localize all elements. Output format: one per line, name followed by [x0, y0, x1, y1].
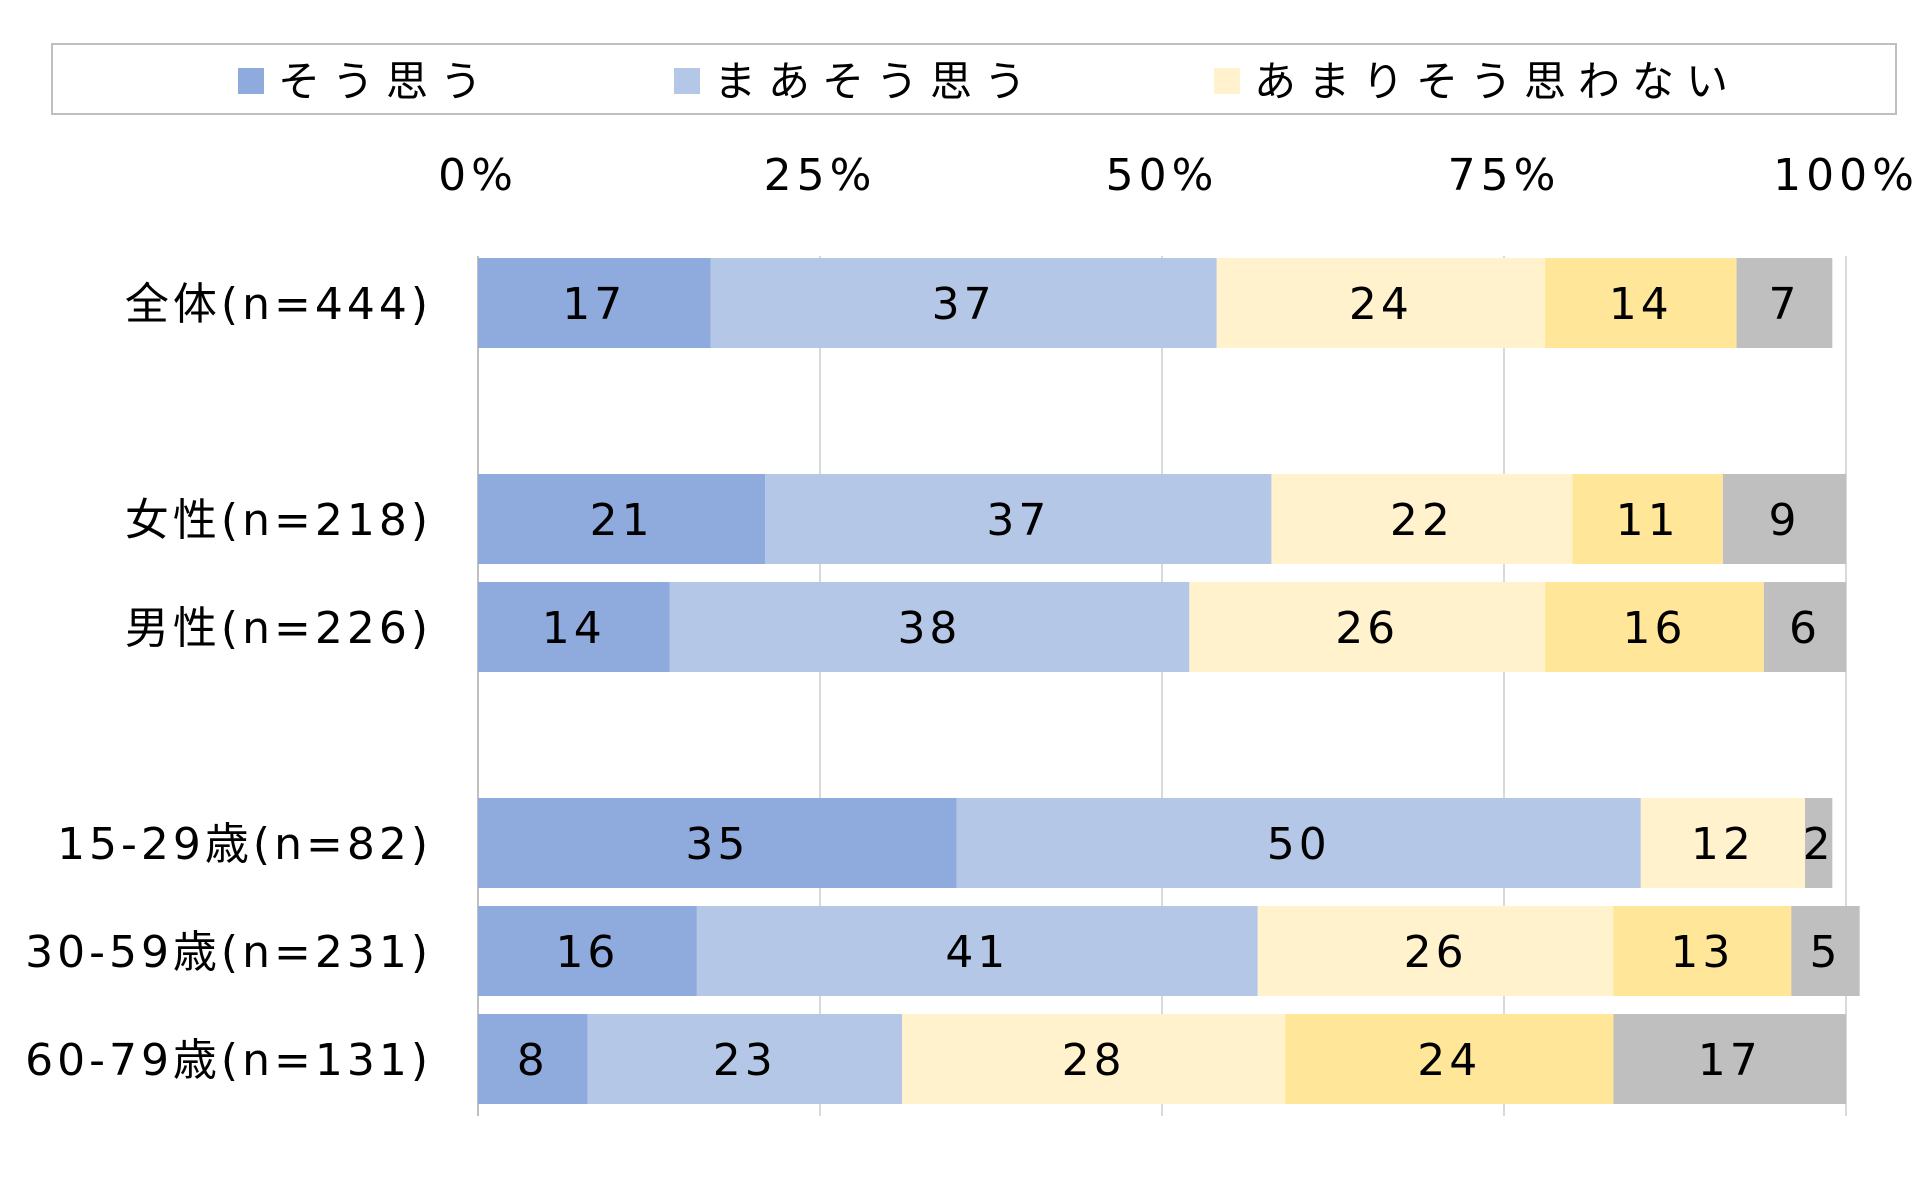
data-label: 14 — [1609, 279, 1673, 330]
bar-segment — [478, 798, 957, 888]
legend-label: まあそう思う — [714, 57, 1038, 106]
legend-frame — [51, 43, 1897, 115]
bar-segment — [1271, 474, 1573, 564]
data-label: 21 — [590, 495, 654, 546]
data-label: 24 — [1349, 279, 1413, 330]
data-label: 22 — [1390, 495, 1454, 546]
x-tick-label: 75% — [1448, 150, 1561, 201]
category-label: 女性(n=218) — [125, 495, 432, 546]
bar-segment — [1613, 906, 1792, 996]
legend: そう思う まあそう思う あまりそう思わない — [51, 43, 1897, 115]
bar-segment — [1572, 474, 1723, 564]
bar-segment — [765, 474, 1272, 564]
data-label: 28 — [1062, 1035, 1126, 1086]
data-label: 12 — [1691, 819, 1755, 870]
data-label: 24 — [1417, 1035, 1481, 1086]
data-label: 26 — [1404, 927, 1468, 978]
legend-swatch — [674, 68, 700, 94]
bar-segment — [1791, 906, 1860, 996]
bar-segment — [1216, 258, 1546, 348]
bar-segment — [478, 582, 670, 672]
bar-segment — [478, 906, 697, 996]
bar-segment — [478, 1014, 588, 1104]
bar-segment — [710, 258, 1217, 348]
bar-segment — [1257, 906, 1614, 996]
data-label: 23 — [713, 1035, 777, 1086]
labels-layer: 0% 25% 50% 75% 100% 全体(n=444) 女性(n=218) 男性(n=22… — [25, 150, 1919, 1086]
data-label: 14 — [542, 603, 606, 654]
data-label: 9 — [1768, 495, 1800, 546]
data-label: 35 — [685, 819, 749, 870]
data-label: 6 — [1789, 603, 1821, 654]
bar-segment — [956, 798, 1641, 888]
category-label: 60-79歳(n=131) — [25, 1035, 432, 1086]
bar-segment — [478, 474, 766, 564]
bar-segment — [587, 1014, 903, 1104]
data-label: 13 — [1670, 927, 1734, 978]
data-label: 38 — [897, 603, 961, 654]
category-label: 全体(n=444) — [125, 279, 432, 330]
data-label: 26 — [1335, 603, 1399, 654]
x-tick-label: 25% — [764, 150, 877, 201]
legend-swatch — [238, 68, 264, 94]
category-label: 15-29歳(n=82) — [57, 819, 432, 870]
bars-layer — [478, 258, 1860, 1104]
bar-segment — [1722, 474, 1846, 564]
data-label: 7 — [1768, 279, 1800, 330]
legend-label: あまりそう思わない — [1254, 57, 1740, 106]
category-label: 30-59歳(n=231) — [25, 927, 432, 978]
bar-segment — [1285, 1014, 1614, 1104]
x-tick-label: 100% — [1773, 150, 1919, 201]
bar-segment — [1189, 582, 1546, 672]
bar-segment — [696, 906, 1258, 996]
data-label: 2 — [1803, 819, 1835, 870]
bar-segment — [1640, 798, 1805, 888]
data-label: 17 — [1698, 1035, 1762, 1086]
data-label: 8 — [517, 1035, 549, 1086]
legend-label: そう思う — [278, 57, 494, 106]
bar-segment — [1804, 798, 1833, 888]
bar-segment — [1545, 258, 1737, 348]
x-tick-label: 0% — [438, 150, 518, 201]
x-tick-label: 50% — [1106, 150, 1219, 201]
data-label: 37 — [986, 495, 1050, 546]
bar-segment — [1613, 1014, 1846, 1104]
data-label: 16 — [1622, 603, 1686, 654]
data-label: 37 — [932, 279, 996, 330]
bar-segment — [669, 582, 1190, 672]
data-label: 41 — [945, 927, 1009, 978]
data-label: 11 — [1616, 495, 1680, 546]
bar-segment — [1545, 582, 1764, 672]
bar-segment — [478, 258, 711, 348]
bar-segment — [902, 1014, 1286, 1104]
data-label: 5 — [1809, 927, 1841, 978]
category-label: 男性(n=226) — [125, 603, 432, 654]
bar-segment — [1736, 258, 1833, 348]
data-label: 16 — [555, 927, 619, 978]
data-label: 50 — [1267, 819, 1331, 870]
data-label: 17 — [562, 279, 626, 330]
bar-segment — [1763, 582, 1846, 672]
legend-swatch — [1214, 68, 1240, 94]
